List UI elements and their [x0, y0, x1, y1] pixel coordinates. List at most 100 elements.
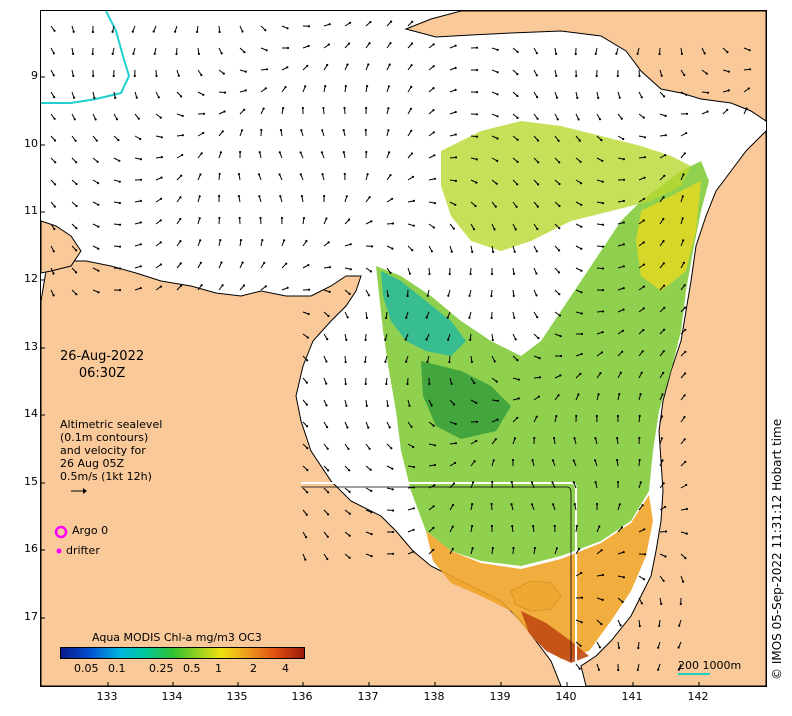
- velocity-arrowhead: [579, 160, 582, 163]
- velocity-arrowhead: [597, 96, 600, 99]
- velocity-arrowhead: [643, 553, 647, 556]
- velocity-arrowhead: [306, 469, 309, 472]
- velocity-arrowhead: [139, 221, 142, 224]
- velocity-arrowhead: [220, 261, 223, 264]
- velocity-arrowhead: [306, 336, 309, 339]
- velocity-arrowhead: [513, 316, 516, 319]
- velocity-arrowhead: [494, 438, 497, 441]
- chl-low-region: [376, 161, 709, 566]
- velocity-arrowhead: [618, 393, 621, 396]
- velocity-arrowhead: [327, 314, 330, 318]
- velocity-arrowhead: [661, 459, 664, 462]
- bathy-contour: [41, 11, 131, 104]
- velocity-arrowhead: [683, 73, 686, 77]
- velocity-arrowhead: [384, 338, 387, 341]
- velocity-arrowhead: [615, 52, 618, 55]
- velocity-arrowhead: [535, 415, 538, 418]
- velocity-arrowhead: [244, 89, 247, 92]
- velocity-arrowhead: [118, 267, 122, 270]
- velocity-arrowhead: [664, 114, 667, 117]
- velocity-arrowhead: [558, 161, 561, 164]
- velocity-arrowhead: [348, 292, 351, 295]
- velocity-arrowhead: [596, 502, 599, 506]
- velocity-arrowhead: [490, 294, 493, 298]
- velocity-arrowhead: [75, 271, 78, 274]
- velocity-arrowhead: [622, 158, 626, 161]
- velocity-arrowhead: [153, 52, 156, 55]
- velocity-arrowhead: [684, 350, 687, 353]
- velocity-arrowhead: [54, 161, 57, 164]
- velocity-arrowhead: [598, 646, 602, 649]
- velocity-arrowhead: [641, 504, 644, 507]
- velocity-arrowhead: [258, 195, 261, 198]
- velocity-arrowhead: [622, 308, 625, 311]
- chl-mid-north: [441, 121, 691, 251]
- colorbar-tick-1: 0.1: [108, 662, 126, 675]
- velocity-arrowhead: [638, 414, 641, 418]
- velocity-arrowhead: [326, 338, 329, 341]
- velocity-arrowhead: [447, 294, 450, 297]
- velocity-arrowhead: [512, 294, 515, 297]
- velocity-arrowhead: [405, 360, 408, 363]
- velocity-arrowhead: [493, 360, 496, 363]
- velocity-arrowhead: [637, 646, 640, 650]
- velocity-arrowhead: [530, 503, 534, 506]
- velocity-arrowhead: [179, 217, 182, 221]
- axis-ticks: [41, 76, 700, 686]
- velocity-arrowhead: [639, 481, 642, 484]
- velocity-arrowhead: [118, 159, 121, 162]
- velocity-arrowhead: [160, 197, 163, 200]
- velocity-arrowhead: [535, 272, 538, 275]
- velocity-arrowhead: [391, 222, 395, 225]
- velocity-arrowhead: [580, 332, 584, 336]
- velocity-arrowhead: [580, 203, 583, 206]
- velocity-arrowhead: [327, 241, 330, 244]
- velocity-arrowhead: [496, 71, 499, 74]
- colorbar-tick-2: 0.25: [149, 662, 174, 675]
- velocity-arrowhead: [601, 573, 605, 577]
- velocity-arrowhead: [131, 30, 134, 33]
- velocity-arrowhead: [391, 488, 394, 491]
- velocity-arrowhead: [664, 505, 667, 508]
- velocity-arrowhead: [320, 151, 323, 154]
- velocity-arrowhead: [496, 418, 499, 421]
- velocity-arrowhead: [72, 74, 75, 77]
- velocity-arrowhead: [263, 261, 266, 264]
- lat-label-11: 11: [24, 204, 38, 217]
- velocity-arrowhead: [662, 262, 665, 265]
- velocity-arrowhead: [658, 52, 661, 56]
- velocity-arrowhead: [302, 217, 306, 220]
- velocity-arrowhead: [328, 266, 331, 269]
- velocity-arrowhead: [388, 151, 391, 154]
- velocity-arrowhead: [533, 436, 536, 440]
- legend-drifter-label: drifter: [66, 544, 100, 557]
- velocity-arrowhead: [452, 482, 455, 485]
- velocity-arrowhead: [200, 73, 203, 77]
- velocity-arrowhead: [574, 52, 577, 56]
- velocity-arrowhead: [410, 42, 414, 45]
- velocity-arrowhead: [133, 74, 136, 78]
- velocity-arrowhead: [616, 459, 619, 462]
- velocity-arrowhead: [285, 262, 288, 265]
- velocity-arrowhead: [600, 351, 604, 354]
- velocity-arrowhead: [516, 359, 519, 362]
- velocity-arrowhead: [537, 161, 540, 164]
- velocity-arrowhead: [684, 306, 687, 309]
- velocity-arrowhead: [622, 178, 626, 181]
- velocity-arrowhead: [662, 240, 665, 243]
- velocity-arrowhead: [490, 272, 494, 276]
- velocity-arrowhead: [601, 245, 605, 248]
- altimetry-line-4: 26 Aug 05Z: [60, 457, 125, 470]
- velocity-arrowhead: [221, 130, 224, 133]
- chl-teal-region: [381, 271, 466, 356]
- velocity-arrowhead: [391, 467, 394, 470]
- lat-label-16: 16: [24, 542, 38, 555]
- velocity-arrowhead: [387, 129, 390, 132]
- velocity-arrowhead: [265, 49, 268, 52]
- velocity-arrowhead: [327, 491, 330, 494]
- velocity-arrowhead: [555, 74, 558, 77]
- velocity-arrowhead: [369, 468, 372, 471]
- velocity-arrowhead: [452, 503, 455, 506]
- velocity-arrowhead: [454, 88, 457, 91]
- velocity-arrowhead: [601, 289, 605, 292]
